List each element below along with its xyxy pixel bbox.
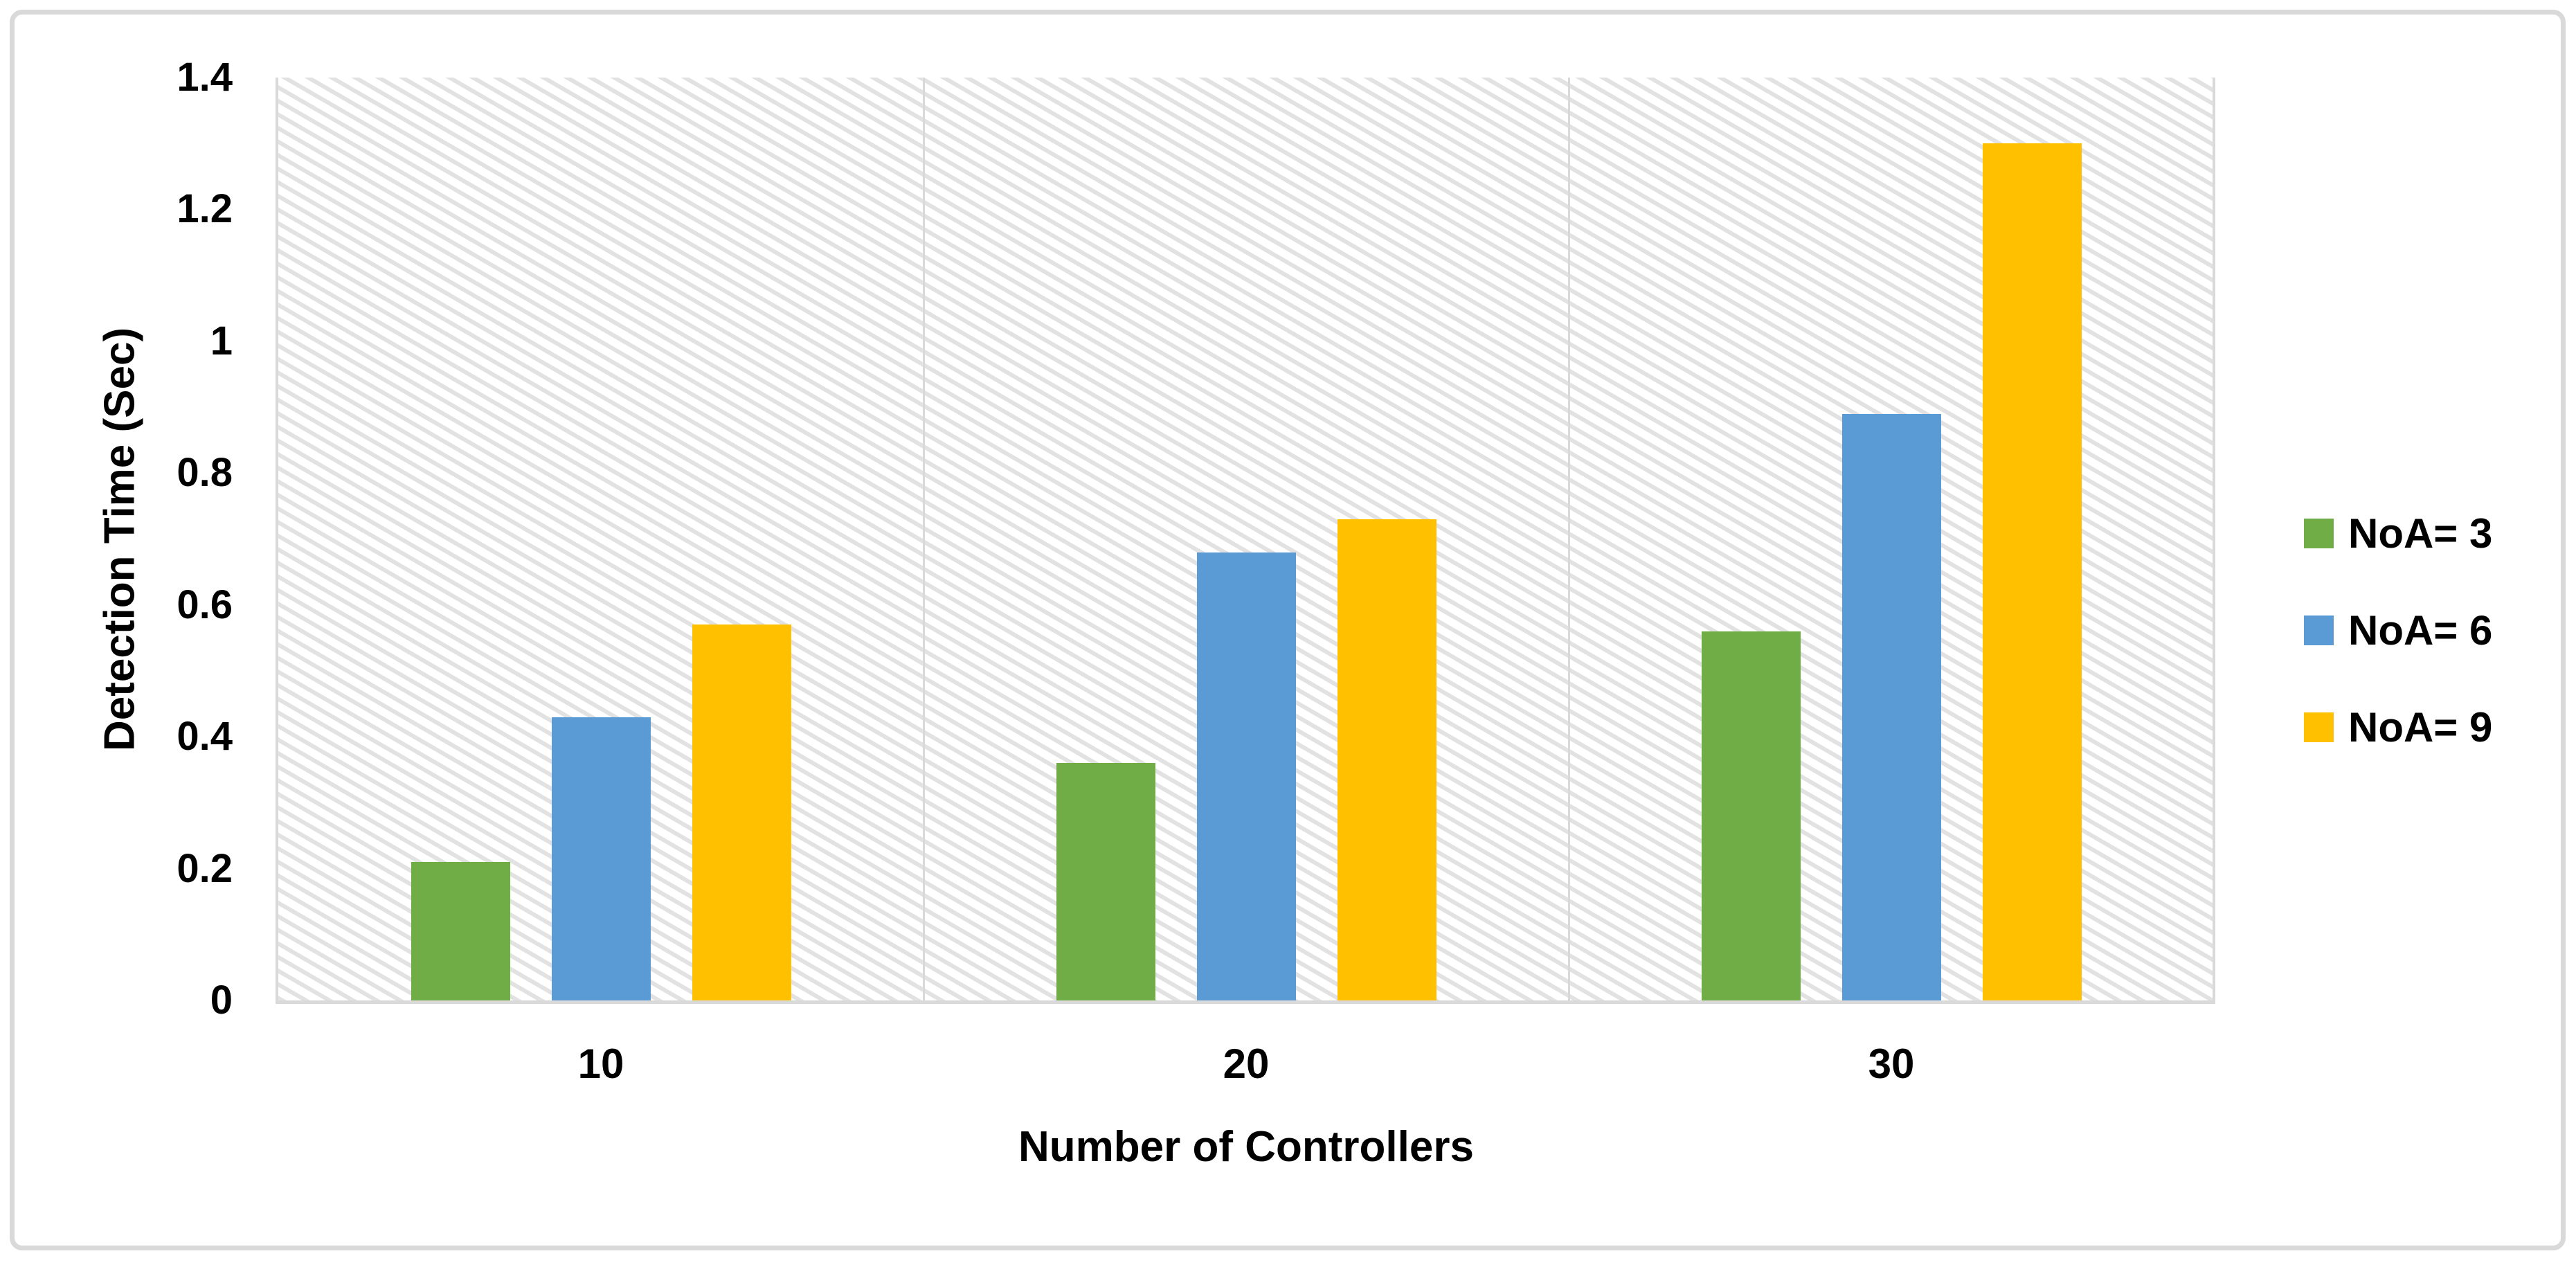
legend-swatch-icon	[2304, 519, 2334, 548]
y-axis-line	[276, 78, 278, 1004]
bar-noa9-cat20	[1337, 519, 1436, 1000]
y-axis-tick-label: 1.4	[177, 55, 233, 100]
y-axis-tick-label: 0.4	[177, 714, 233, 760]
bar-noa6-cat10	[551, 717, 651, 1000]
legend-item: NoA= 3	[2304, 512, 2492, 554]
y-axis-tick-label: 0.8	[177, 450, 233, 496]
bar-noa9-cat10	[692, 624, 791, 1000]
bar-noa3-cat10	[411, 862, 510, 1000]
plot-area	[278, 78, 2214, 1000]
legend-label: NoA= 3	[2348, 510, 2493, 557]
x-axis-tick-label: 10	[577, 1041, 624, 1087]
category-separator-2	[1568, 78, 1570, 1000]
y-axis-tick-label: 1.2	[177, 186, 233, 232]
x-axis-tick-label: 30	[1868, 1041, 1915, 1087]
y-axis-tick-label: 0.6	[177, 582, 233, 627]
y-axis-tick-label: 0	[210, 978, 233, 1023]
bar-noa3-cat30	[1701, 631, 1801, 1000]
category-separator-1	[923, 78, 925, 1000]
legend-label: NoA= 9	[2348, 703, 2493, 751]
legend-swatch-icon	[2304, 712, 2334, 742]
plot-right-border	[2213, 78, 2215, 1004]
y-axis-tick-label: 1	[210, 318, 233, 363]
y-axis-tick-label: 0.2	[177, 845, 233, 891]
x-axis-tick-label: 20	[1223, 1041, 1270, 1087]
bar-noa9-cat30	[1982, 143, 2082, 1000]
bar-noa3-cat20	[1056, 763, 1155, 1000]
legend-label: NoA= 6	[2348, 606, 2493, 654]
y-axis-title: Detection Time (Sec)	[96, 327, 144, 751]
x-axis-line	[276, 1000, 2215, 1004]
bar-noa6-cat30	[1841, 413, 1941, 1000]
bar-noa6-cat20	[1196, 552, 1296, 1000]
legend-item: NoA= 6	[2304, 609, 2492, 651]
legend-item: NoA= 9	[2304, 706, 2492, 748]
x-axis-title: Number of Controllers	[1018, 1123, 1474, 1171]
legend-swatch-icon	[2304, 615, 2334, 645]
